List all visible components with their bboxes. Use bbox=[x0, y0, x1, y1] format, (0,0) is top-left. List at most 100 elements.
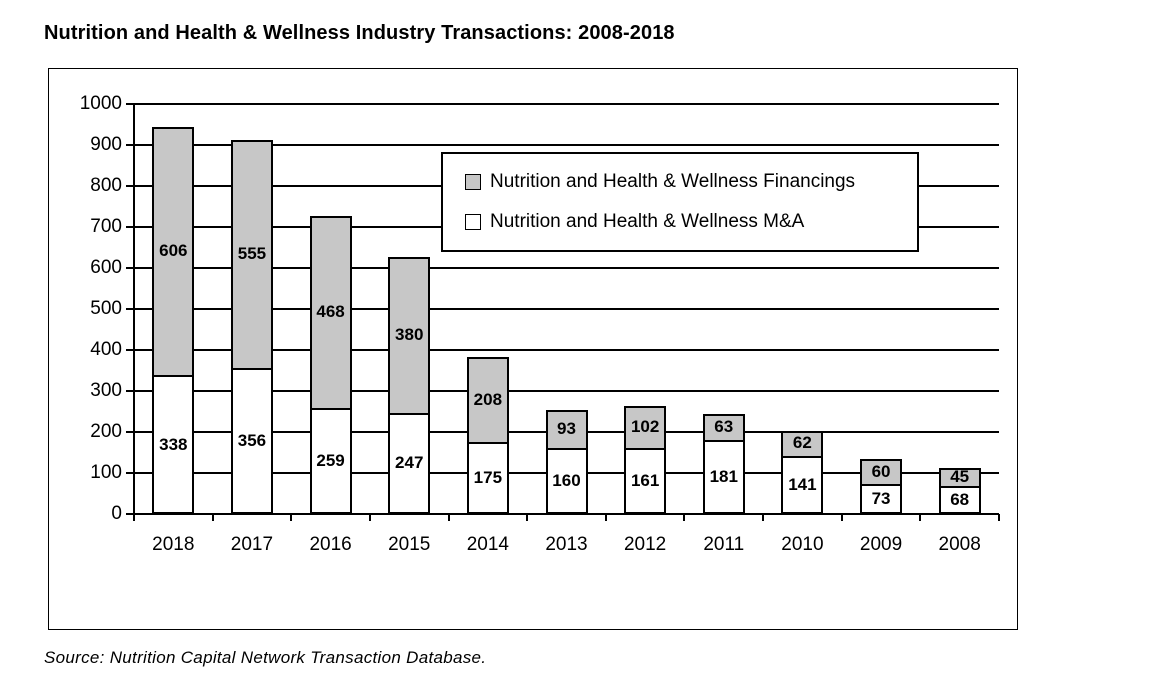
y-tick-0 bbox=[126, 513, 134, 515]
x-tick-11 bbox=[998, 514, 1000, 521]
bar-2008-mna-value: 68 bbox=[950, 490, 970, 510]
gridline-900 bbox=[134, 144, 999, 146]
bar-2012-financings-value: 102 bbox=[630, 417, 660, 437]
x-axis-label-2017: 2017 bbox=[230, 534, 274, 555]
bar-2009-mna-segment bbox=[860, 484, 903, 514]
gridline-600 bbox=[134, 267, 999, 269]
y-tick-label-1000: 1000 bbox=[79, 93, 122, 114]
bar-2018-financings-segment bbox=[152, 126, 195, 378]
bar-2017-financings-value: 555 bbox=[237, 244, 267, 264]
legend-item-financings: Nutrition and Health & Wellness Financin… bbox=[465, 171, 917, 193]
y-tick-100 bbox=[126, 472, 134, 474]
bar-2014-financings-segment bbox=[466, 356, 509, 445]
bar-2015-financings-segment bbox=[388, 256, 431, 415]
y-tick-label-600: 600 bbox=[90, 257, 122, 278]
bar-2014-financings-value: 208 bbox=[473, 389, 503, 409]
chart-frame: 0 100 200 300 400 500 600 700 800 900 1000 338 606 20… bbox=[48, 68, 1018, 630]
bar-2013-financings-value: 93 bbox=[557, 419, 576, 439]
bar-2015-mna-value: 247 bbox=[395, 453, 424, 473]
y-tick-label-800: 800 bbox=[90, 175, 122, 196]
bar-2012-mna-value: 161 bbox=[630, 470, 660, 490]
gridline-0 bbox=[134, 513, 999, 515]
y-tick-label-700: 700 bbox=[90, 216, 122, 237]
x-tick-6 bbox=[604, 514, 607, 521]
bar-2011-financings-value: 63 bbox=[714, 416, 734, 436]
bar-2010-financings-segment bbox=[781, 430, 824, 459]
y-tick-900 bbox=[126, 144, 134, 146]
x-axis-label-2010: 2010 bbox=[781, 534, 824, 555]
gridline-300 bbox=[134, 390, 999, 392]
x-axis-label-2018: 2018 bbox=[152, 534, 195, 555]
bar-2009-mna-value: 73 bbox=[871, 489, 891, 509]
legend-label-mna: Nutrition and Health & Wellness M&A bbox=[490, 210, 805, 232]
x-tick-4 bbox=[447, 514, 450, 521]
y-tick-200 bbox=[126, 431, 134, 433]
x-axis-label-2008: 2008 bbox=[938, 534, 981, 555]
x-tick-7 bbox=[683, 514, 686, 521]
bar-2015-mna-segment bbox=[388, 412, 431, 514]
bar-2016-financings-segment bbox=[309, 215, 352, 410]
x-tick-3 bbox=[368, 514, 371, 521]
bar-2009-financings-segment bbox=[860, 459, 903, 487]
legend-item-mna: Nutrition and Health & Wellness M&A bbox=[465, 211, 917, 233]
y-tick-label-300: 300 bbox=[90, 380, 122, 401]
x-tick-0 bbox=[133, 514, 135, 521]
financings-swatch-icon bbox=[465, 174, 481, 191]
bar-2018-mna-value: 338 bbox=[159, 434, 188, 454]
legend: Nutrition and Health & Wellness Financin… bbox=[441, 152, 919, 252]
x-axis-label-2014: 2014 bbox=[466, 534, 509, 555]
y-tick-800 bbox=[126, 185, 134, 187]
y-tick-label-500: 500 bbox=[90, 298, 122, 319]
chart-title: Nutrition and Health & Wellness Industry… bbox=[44, 22, 675, 44]
x-tick-10 bbox=[919, 514, 922, 521]
bar-2011-mna-segment bbox=[702, 439, 745, 514]
x-axis-label-2009: 2009 bbox=[859, 534, 903, 555]
x-tick-8 bbox=[762, 514, 765, 521]
y-tick-600 bbox=[126, 267, 134, 269]
gridline-1000 bbox=[134, 103, 999, 105]
x-axis-label-2016: 2016 bbox=[309, 534, 352, 555]
y-axis-line bbox=[133, 104, 135, 514]
y-tick-label-400: 400 bbox=[90, 339, 122, 360]
y-tick-300 bbox=[126, 390, 134, 392]
x-axis-label-2011: 2011 bbox=[703, 534, 745, 555]
bar-2008-financings-value: 45 bbox=[950, 466, 970, 486]
bar-2016-mna-segment bbox=[309, 407, 352, 514]
y-tick-label-200: 200 bbox=[90, 421, 122, 442]
bar-2011-mna-value: 181 bbox=[709, 466, 738, 486]
bar-2018-mna-segment bbox=[152, 375, 195, 514]
bar-2012-financings-segment bbox=[624, 406, 667, 450]
y-tick-label-0: 0 bbox=[111, 503, 122, 524]
x-tick-2 bbox=[290, 514, 293, 521]
bar-2009-financings-value: 60 bbox=[871, 461, 891, 481]
x-axis-label-2015: 2015 bbox=[388, 534, 431, 555]
y-tick-500 bbox=[126, 308, 134, 310]
bar-2011-financings-segment bbox=[702, 413, 745, 442]
y-tick-1000 bbox=[126, 103, 134, 105]
bar-2017-mna-segment bbox=[230, 368, 273, 514]
x-tick-9 bbox=[840, 514, 843, 521]
bar-2013-mna-value: 160 bbox=[552, 471, 581, 491]
bar-2008-financings-segment bbox=[938, 467, 981, 489]
x-axis-label-2013: 2013 bbox=[545, 534, 588, 555]
y-tick-400 bbox=[126, 349, 134, 351]
y-tick-700 bbox=[126, 226, 134, 228]
bar-2016-mna-value: 259 bbox=[316, 450, 345, 470]
y-tick-label-100: 100 bbox=[90, 462, 122, 483]
bar-2018-financings-value: 606 bbox=[159, 241, 188, 261]
bar-2010-financings-value: 62 bbox=[792, 433, 812, 453]
bar-2012-mna-segment bbox=[624, 447, 667, 514]
bar-2017-mna-value: 356 bbox=[237, 431, 267, 451]
bar-2016-financings-value: 468 bbox=[316, 301, 345, 321]
gridline-400 bbox=[134, 349, 999, 351]
source-note: Source: Nutrition Capital Network Transa… bbox=[44, 648, 487, 667]
x-axis-label-2012: 2012 bbox=[623, 534, 667, 555]
bar-2013-financings-segment bbox=[545, 410, 588, 451]
bar-2010-mna-value: 141 bbox=[788, 475, 817, 495]
bar-2015-financings-value: 380 bbox=[395, 324, 424, 344]
x-tick-1 bbox=[211, 514, 214, 521]
bar-2017-financings-segment bbox=[230, 140, 273, 371]
mna-swatch-icon bbox=[465, 213, 481, 230]
bar-2014-mna-segment bbox=[466, 442, 509, 514]
